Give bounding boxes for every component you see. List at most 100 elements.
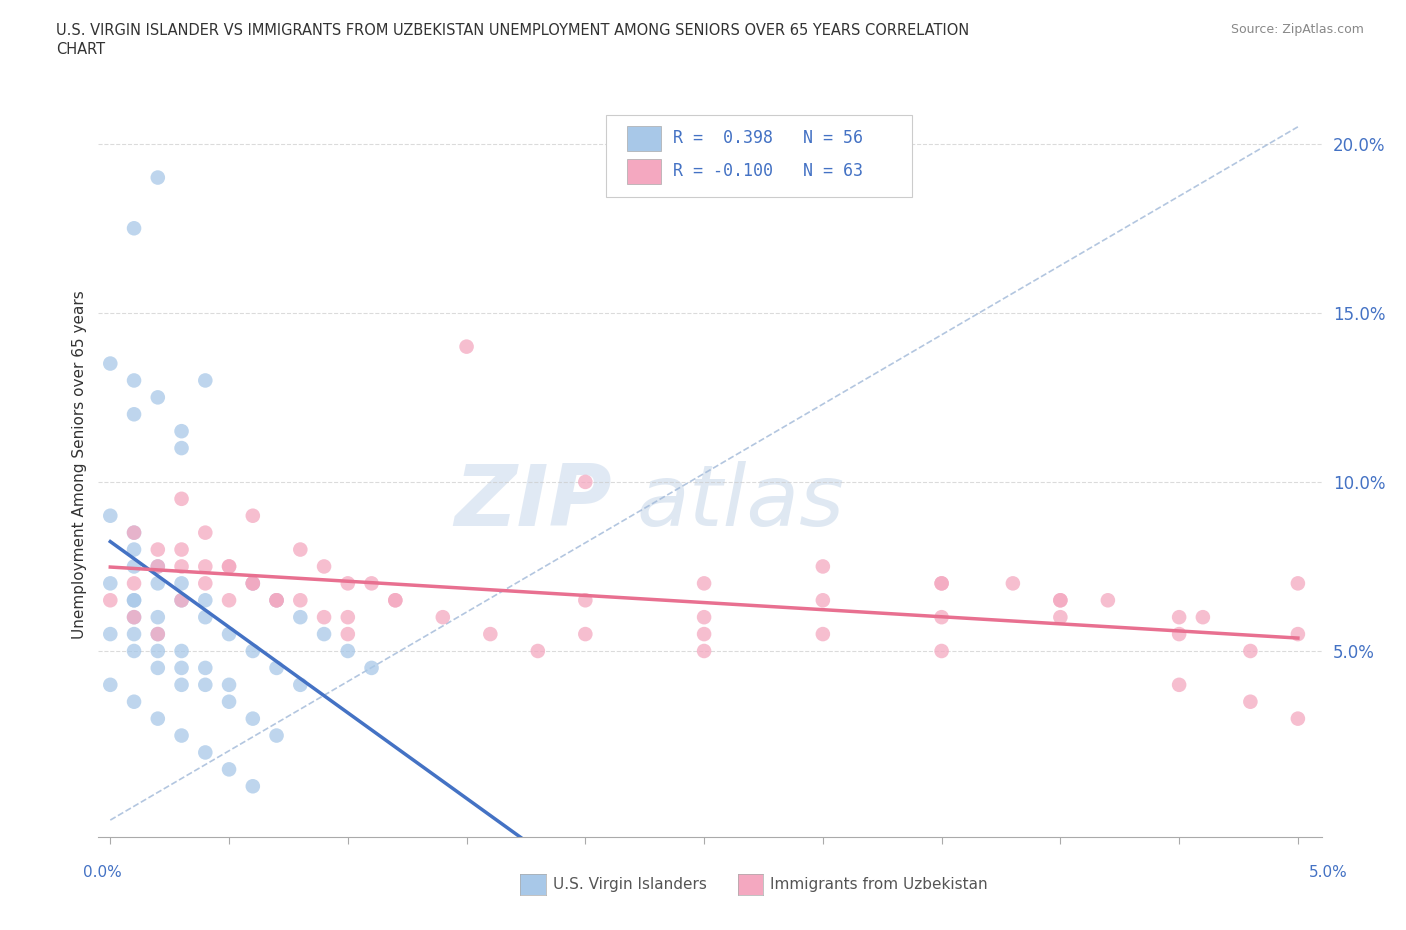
Point	[527, 644, 550, 658]
Point	[242, 576, 264, 591]
Point	[194, 660, 217, 675]
Point	[811, 592, 834, 607]
Text: Source: ZipAtlas.com: Source: ZipAtlas.com	[1230, 23, 1364, 36]
Point	[122, 525, 145, 540]
Point	[218, 592, 240, 607]
Point	[384, 592, 406, 607]
Bar	[627, 159, 661, 184]
Point	[290, 610, 312, 625]
Point	[931, 576, 953, 591]
Text: atlas: atlas	[637, 460, 845, 544]
Point	[170, 559, 193, 574]
Point	[479, 627, 502, 642]
Point	[574, 627, 596, 642]
Point	[218, 627, 240, 642]
Point	[931, 644, 953, 658]
Point	[122, 220, 145, 235]
Point	[122, 627, 145, 642]
Point	[693, 644, 716, 658]
Point	[1239, 695, 1261, 710]
Point	[122, 525, 145, 540]
Point	[98, 509, 121, 524]
Point	[194, 525, 217, 540]
Point	[1286, 627, 1309, 642]
Point	[336, 576, 359, 591]
Point	[218, 559, 240, 574]
Point	[1286, 576, 1309, 591]
Point	[931, 576, 953, 591]
Point	[170, 592, 193, 607]
Point	[146, 627, 169, 642]
Point	[456, 339, 478, 354]
Point	[360, 660, 382, 675]
Point	[693, 627, 716, 642]
Point	[146, 390, 169, 405]
Point	[122, 592, 145, 607]
Point	[266, 592, 288, 607]
Point	[218, 762, 240, 777]
Point	[194, 677, 217, 692]
Point	[290, 542, 312, 557]
Point	[242, 711, 264, 726]
Point	[242, 576, 264, 591]
Point	[242, 576, 264, 591]
Point	[170, 491, 193, 506]
Point	[1286, 711, 1309, 726]
Point	[242, 644, 264, 658]
Point	[122, 610, 145, 625]
Point	[170, 728, 193, 743]
Text: U.S. Virgin Islanders: U.S. Virgin Islanders	[553, 877, 706, 892]
Point	[1168, 627, 1191, 642]
Point	[170, 677, 193, 692]
Point	[146, 711, 169, 726]
Point	[242, 778, 264, 793]
Text: 5.0%: 5.0%	[1309, 865, 1348, 880]
Point	[122, 644, 145, 658]
Point	[1049, 592, 1071, 607]
Point	[360, 576, 382, 591]
Bar	[627, 126, 661, 151]
Point	[122, 406, 145, 421]
Point	[122, 610, 145, 625]
Point	[98, 677, 121, 692]
Point	[218, 677, 240, 692]
Point	[122, 542, 145, 557]
Point	[242, 509, 264, 524]
Point	[384, 592, 406, 607]
Point	[98, 627, 121, 642]
Point	[574, 592, 596, 607]
Text: R = -0.100   N = 63: R = -0.100 N = 63	[673, 162, 863, 180]
Point	[931, 610, 953, 625]
Point	[146, 660, 169, 675]
Point	[811, 627, 834, 642]
Point	[194, 610, 217, 625]
Point	[312, 627, 335, 642]
Point	[122, 695, 145, 710]
Point	[266, 660, 288, 675]
Point	[146, 644, 169, 658]
Point	[266, 592, 288, 607]
Point	[122, 373, 145, 388]
Point	[1239, 644, 1261, 658]
Point	[266, 592, 288, 607]
Point	[170, 441, 193, 456]
Point	[1168, 677, 1191, 692]
Point	[1001, 576, 1024, 591]
Point	[693, 610, 716, 625]
Point	[312, 610, 335, 625]
Point	[170, 542, 193, 557]
Point	[1097, 592, 1119, 607]
Point	[336, 610, 359, 625]
Text: U.S. VIRGIN ISLANDER VS IMMIGRANTS FROM UZBEKISTAN UNEMPLOYMENT AMONG SENIORS OV: U.S. VIRGIN ISLANDER VS IMMIGRANTS FROM …	[56, 23, 970, 38]
Point	[336, 644, 359, 658]
Point	[194, 745, 217, 760]
Point	[170, 424, 193, 439]
Text: CHART: CHART	[56, 42, 105, 57]
Point	[218, 559, 240, 574]
Point	[146, 542, 169, 557]
FancyBboxPatch shape	[606, 115, 912, 197]
Point	[146, 576, 169, 591]
Point	[1192, 610, 1215, 625]
Point	[146, 559, 169, 574]
Point	[1049, 610, 1071, 625]
